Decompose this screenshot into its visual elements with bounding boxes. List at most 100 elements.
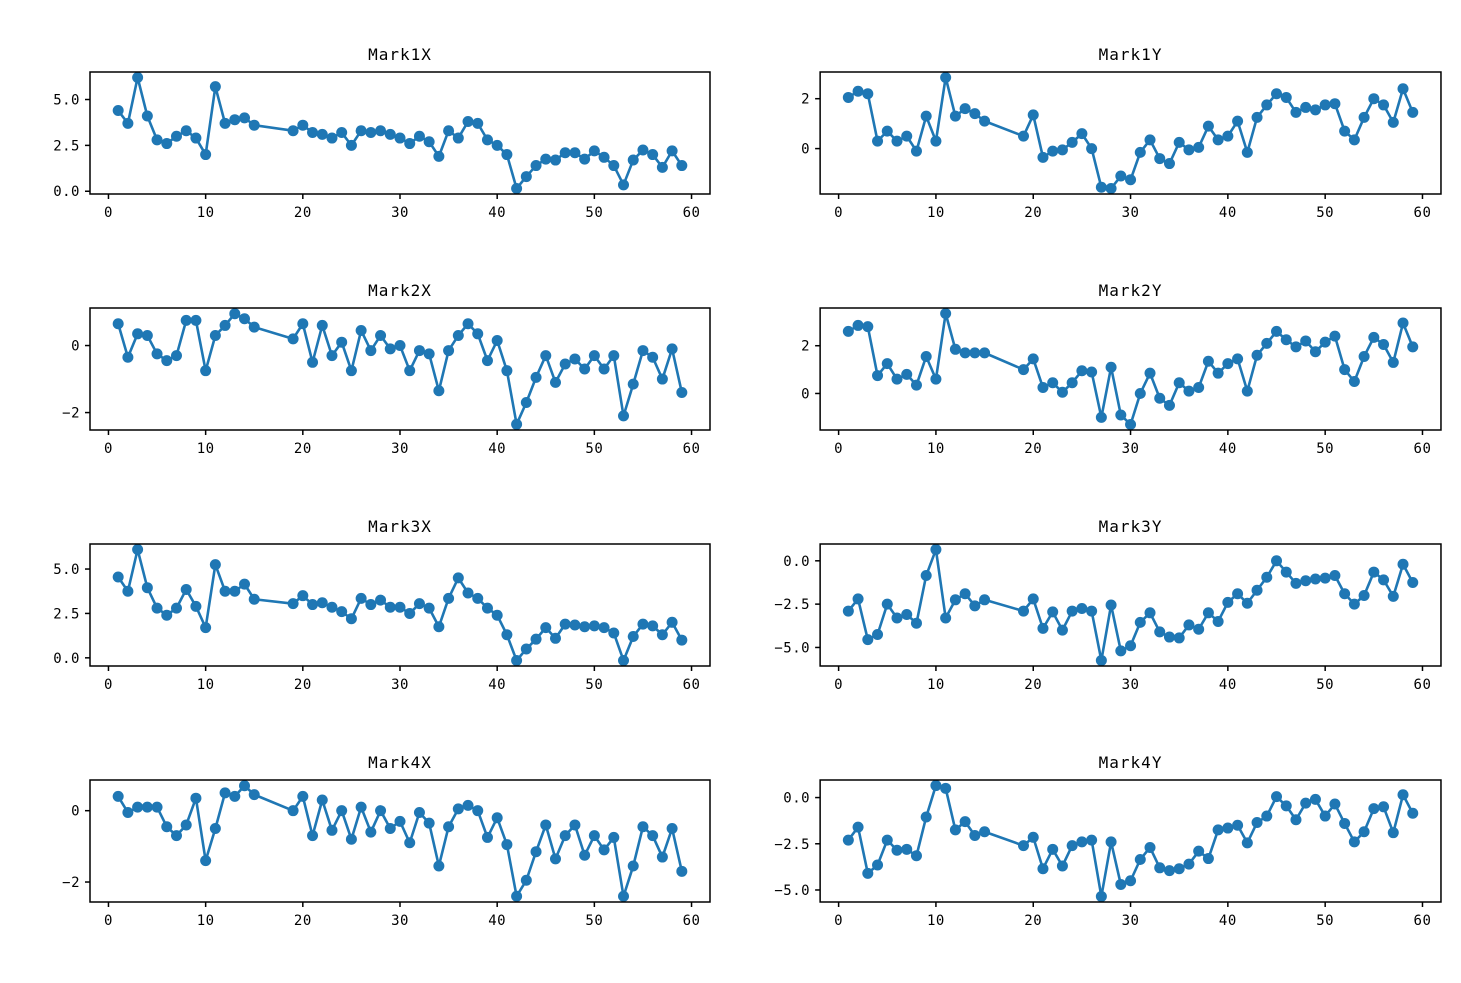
data-point — [969, 600, 981, 612]
x-tick-label: 40 — [488, 205, 506, 221]
data-point — [248, 119, 260, 131]
data-point — [287, 598, 299, 610]
data-point — [1056, 624, 1068, 636]
data-point — [930, 544, 942, 556]
data-point — [375, 329, 387, 341]
data-point — [112, 105, 124, 117]
data-point — [481, 355, 493, 367]
data-point — [452, 132, 464, 144]
data-point — [1300, 101, 1312, 113]
data-point — [959, 347, 971, 359]
data-point — [151, 801, 163, 813]
y-tick-label: −2.5 — [774, 837, 810, 853]
data-point — [170, 130, 182, 142]
data-point — [1163, 399, 1175, 411]
data-point — [1378, 574, 1390, 586]
data-point — [979, 347, 991, 359]
data-point — [1212, 134, 1224, 146]
data-point — [141, 582, 153, 594]
data-point — [1202, 853, 1214, 865]
data-point — [618, 890, 630, 902]
data-point — [1027, 109, 1039, 121]
data-point — [1056, 860, 1068, 872]
data-point — [345, 833, 357, 845]
chart-svg: Mark1Y 0 10 20 30 40 50 60 0 2 — [801, 45, 1442, 221]
data-point — [1222, 358, 1234, 370]
data-point — [1095, 181, 1107, 193]
data-point — [200, 149, 212, 161]
data-point — [151, 134, 163, 146]
data-point — [949, 824, 961, 836]
data-point — [647, 620, 659, 632]
data-point — [1309, 573, 1321, 585]
data-point — [852, 821, 864, 833]
x-tick-label: 10 — [197, 913, 215, 929]
data-point — [1212, 615, 1224, 627]
data-point — [949, 594, 961, 606]
data-point — [384, 128, 396, 140]
data-point — [1105, 361, 1117, 373]
data-point — [1300, 575, 1312, 587]
data-point — [491, 812, 503, 824]
data-point — [540, 350, 552, 362]
x-tick-label: 50 — [1316, 205, 1334, 221]
x-tick-label: 30 — [391, 913, 409, 929]
data-point — [872, 628, 884, 640]
data-point — [1154, 392, 1166, 404]
data-point — [1368, 93, 1380, 105]
x-tick-label: 20 — [294, 441, 312, 457]
data-point — [287, 805, 299, 817]
data-point — [910, 379, 922, 391]
data-point — [472, 328, 484, 340]
data-point — [413, 598, 425, 610]
data-point — [239, 112, 251, 124]
data-point — [1378, 339, 1390, 351]
data-point — [1173, 632, 1185, 644]
data-point — [472, 117, 484, 129]
x-tick-label: 20 — [1024, 205, 1042, 221]
data-point — [132, 72, 144, 83]
data-point — [1095, 890, 1107, 902]
data-point — [1037, 382, 1049, 393]
data-point — [1348, 376, 1360, 388]
data-point — [404, 607, 416, 619]
y-tick-label: 0.0 — [53, 184, 80, 200]
data-point — [248, 321, 260, 333]
data-point — [1339, 364, 1351, 376]
data-point — [1339, 125, 1351, 137]
data-point — [1348, 836, 1360, 848]
plot-area — [112, 544, 688, 666]
data-point — [608, 831, 620, 843]
data-point — [307, 830, 319, 842]
chart-title: Mark1X — [368, 45, 432, 64]
x-tick-label: 10 — [927, 913, 945, 929]
data-point — [1076, 128, 1088, 140]
x-tick-label: 50 — [1316, 677, 1334, 693]
data-point — [1309, 104, 1321, 116]
data-point — [336, 606, 348, 618]
data-point — [1251, 111, 1263, 123]
data-point — [384, 601, 396, 613]
data-point — [239, 780, 251, 792]
data-point — [248, 789, 260, 801]
x-tick-label: 60 — [683, 677, 701, 693]
data-point — [404, 837, 416, 849]
data-point — [1037, 622, 1049, 634]
data-point — [433, 621, 445, 633]
data-point — [959, 588, 971, 600]
data-point — [1027, 353, 1039, 365]
data-point — [413, 806, 425, 818]
x-tick-label: 10 — [197, 441, 215, 457]
data-point — [1202, 120, 1214, 132]
data-point — [297, 119, 309, 131]
data-point — [1261, 571, 1273, 583]
data-point — [161, 821, 173, 833]
data-point — [1125, 174, 1137, 186]
data-point — [336, 127, 348, 139]
data-point — [1134, 146, 1146, 158]
data-point — [1387, 827, 1399, 839]
data-point — [1047, 606, 1059, 618]
data-point — [1076, 602, 1088, 614]
x-tick-label: 30 — [391, 441, 409, 457]
data-point — [627, 860, 639, 872]
